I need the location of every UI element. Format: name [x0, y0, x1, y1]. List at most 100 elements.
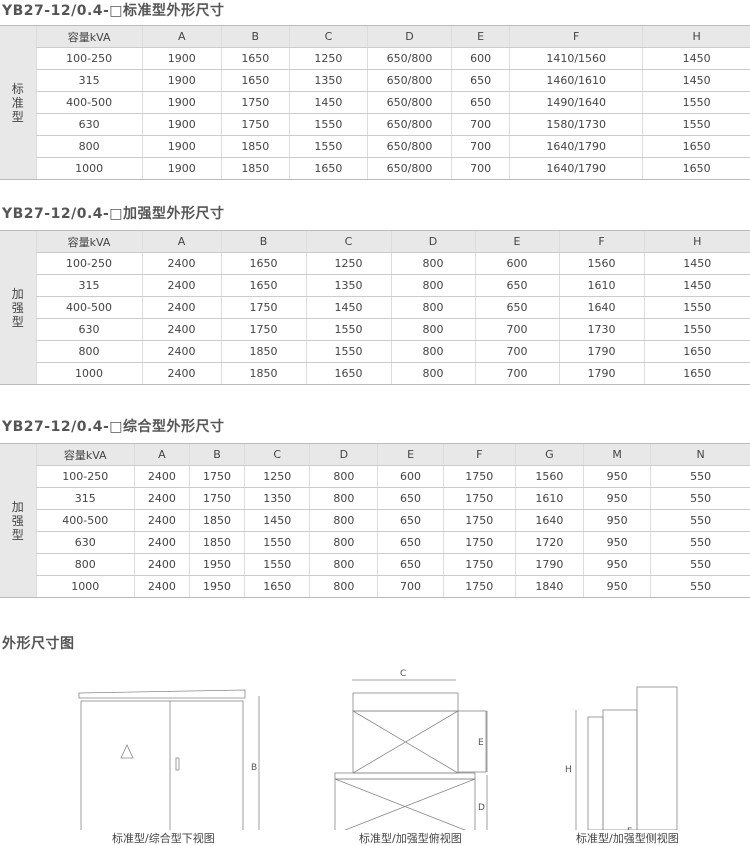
table-row: 100-250 2400 1750 1250 800 600 1750 1560 950 550 — [0, 465, 750, 488]
table-cell: 1550 — [244, 531, 310, 554]
column-header: E — [451, 25, 510, 48]
table-cell: 800 — [35, 553, 135, 576]
table-cell: 800 — [309, 575, 378, 598]
table-title-reinforced: YB27-12/0.4-□加强型外形尺寸 — [2, 206, 225, 222]
table-cell: 2400 — [141, 340, 221, 363]
table-cell: 800 — [309, 487, 378, 510]
table-row: 630 2400 1850 1550 800 650 1750 1720 950 550 — [0, 531, 750, 554]
table-header-row: 加强型容量kVA A B C D E F G M N — [0, 443, 750, 598]
column-header: H — [643, 230, 750, 253]
table-cell: 650 — [377, 553, 444, 576]
table-cell: 1850 — [220, 135, 290, 158]
table-cell: 1650 — [220, 47, 290, 70]
table-cell: 2400 — [141, 252, 221, 275]
table-cell: 1750 — [442, 531, 516, 554]
table-cell: 1550 — [642, 91, 750, 114]
table-title-combined: YB27-12/0.4-□综合型外形尺寸 — [2, 419, 225, 435]
table-side-label: 标准型 — [0, 25, 37, 180]
table-cell: 1750 — [442, 575, 516, 598]
table-cell: 400-500 — [35, 509, 135, 532]
table-cell: 1490/1640 — [509, 91, 643, 114]
column-header: H — [642, 25, 750, 48]
table-cell: 1250 — [288, 47, 368, 70]
combined-dimensions-table: 加强型容量kVA A B C D E F G M N 100-250 2400 1750 1250 800 6… — [0, 443, 750, 598]
table-cell: 1850 — [220, 362, 306, 385]
table-cell: 550 — [650, 575, 750, 598]
reinforced-dimensions-table: 加强型容量kVA A B C D E F H 100-250 2400 1650 1250 800 600… — [0, 230, 750, 385]
table-cell: 2400 — [141, 274, 221, 297]
table-cell: 700 — [451, 157, 510, 180]
table-cell: 650/800 — [366, 135, 452, 158]
column-header: D — [309, 443, 378, 466]
table-cell: 1950 — [188, 575, 245, 598]
table-cell: 650/800 — [366, 91, 452, 114]
table-cell: 1750 — [188, 465, 245, 488]
table-row: 630 1900 1750 1550 650/800 700 1580/1730 1550 — [0, 113, 750, 136]
table-row: 400-500 1900 1750 1450 650/800 650 1490/1640 15… — [0, 91, 750, 114]
column-header: B — [220, 230, 306, 253]
table-cell: 1850 — [188, 509, 245, 532]
dim-label-b: B — [251, 763, 257, 773]
table-cell: 1850 — [220, 340, 306, 363]
table-row: 315 1900 1650 1350 650/800 650 1460/1610 1450 — [0, 69, 750, 92]
table-cell: 700 — [451, 135, 510, 158]
column-header: A — [133, 443, 190, 466]
table-cell: 950 — [582, 509, 651, 532]
table-row: 100-250 2400 1650 1250 800 600 1560 1450 — [0, 252, 750, 275]
column-header: C — [305, 230, 391, 253]
table-row: 315 2400 1650 1350 800 650 1610 1450 — [0, 274, 750, 297]
table-cell: 800 — [35, 340, 142, 363]
table-cell: 700 — [377, 575, 444, 598]
table-cell: 2400 — [141, 296, 221, 319]
table-cell: 1650 — [244, 575, 310, 598]
table-row: 1000 2400 1950 1650 800 700 1750 1840 950 550 — [0, 575, 750, 598]
table-cell: 1000 — [35, 157, 143, 180]
table-cell: 1840 — [514, 575, 584, 598]
table-cell: 700 — [451, 113, 510, 136]
table-cell: 2400 — [141, 362, 221, 385]
table-cell: 650/800 — [366, 47, 452, 70]
table-cell: 1560 — [514, 465, 584, 488]
table-cell: 315 — [35, 69, 143, 92]
table-cell: 550 — [650, 487, 750, 510]
column-header: B — [220, 25, 290, 48]
table-cell: 800 — [390, 252, 475, 275]
table-cell: 1550 — [642, 113, 750, 136]
table-cell: 1640 — [514, 509, 584, 532]
table-cell: 600 — [474, 252, 559, 275]
table-cell: 1640/1790 — [509, 157, 643, 180]
table-cell: 1650 — [305, 362, 391, 385]
caption-front-view: 标准型/综合型下视图 — [112, 832, 215, 845]
table-cell: 630 — [35, 531, 135, 554]
caption-side-view: 标准型/加强型侧视图 — [576, 832, 679, 845]
table-cell: 2400 — [133, 509, 190, 532]
table-cell: 1750 — [220, 318, 306, 341]
drawings-title: 外形尺寸图 — [2, 636, 75, 652]
table-header-row: 标准型容量kVA A B C D E F H — [0, 25, 750, 180]
table-cell: 2400 — [141, 318, 221, 341]
table-cell: 650 — [474, 274, 559, 297]
table-cell: 1460/1610 — [509, 69, 643, 92]
table-cell: 950 — [582, 465, 651, 488]
column-header: E — [377, 443, 444, 466]
column-header: C — [244, 443, 310, 466]
table-cell: 800 — [390, 274, 475, 297]
table-header-row: 加强型容量kVA A B C D E F H — [0, 230, 750, 385]
table-row: 400-500 2400 1750 1450 800 650 1640 1550 — [0, 296, 750, 319]
table-row: 800 2400 1850 1550 800 700 1790 1650 — [0, 340, 750, 363]
table-cell: 1410/1560 — [509, 47, 643, 70]
table-cell: 600 — [377, 465, 444, 488]
table-cell: 800 — [309, 553, 378, 576]
column-header: 容量kVA — [35, 25, 143, 48]
table-cell: 2400 — [133, 487, 190, 510]
table-cell: 1350 — [244, 487, 310, 510]
table-cell: 550 — [650, 509, 750, 532]
table-cell: 630 — [35, 113, 143, 136]
table-cell: 600 — [451, 47, 510, 70]
table-cell: 800 — [390, 296, 475, 319]
table-cell: 1900 — [141, 157, 222, 180]
caption-top-view: 标准型/加强型俯视图 — [359, 832, 462, 845]
front-view-drawing: A B — [78, 689, 260, 830]
table-cell: 1790 — [558, 362, 644, 385]
dim-label-e: E — [478, 738, 484, 748]
